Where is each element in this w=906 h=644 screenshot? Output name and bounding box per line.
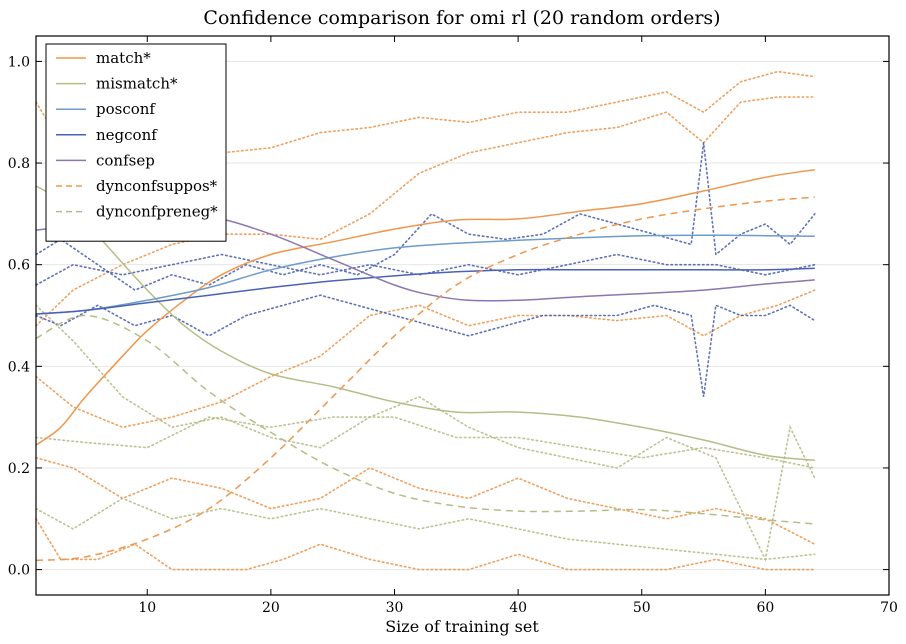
background-series-line xyxy=(35,416,816,469)
chart-title: Confidence comparison for omi rl (20 ran… xyxy=(203,7,720,29)
y-axis-ticks: 0.0 0.2 0.4 0.6 0.8 1.0 xyxy=(8,54,889,579)
legend: match* mismatch* posconf negconf confsep dync… xyxy=(45,43,227,242)
series-line-match xyxy=(35,168,815,446)
background-series-line xyxy=(35,142,816,292)
x-tick-label: 70 xyxy=(880,600,898,616)
background-series-line xyxy=(35,457,816,545)
series-line-dynconfpreneg xyxy=(35,314,815,525)
y-tick-label: 0.0 xyxy=(8,563,30,579)
legend-label: match* xyxy=(96,49,151,67)
y-tick-label: 0.6 xyxy=(8,258,30,274)
x-tick-label: 20 xyxy=(262,600,280,616)
series-line-posconf xyxy=(35,234,815,315)
legend-label: mismatch* xyxy=(96,75,178,93)
legend-label: posconf xyxy=(96,100,156,118)
series-line-negconf xyxy=(35,267,815,315)
series-line-mismatch xyxy=(35,185,815,462)
plot-frame xyxy=(35,35,890,596)
legend-label: dynconfsuppos* xyxy=(96,177,218,195)
legend-label: dynconfpreneg* xyxy=(96,203,218,221)
background-series-line xyxy=(35,497,816,561)
y-tick-label: 0.2 xyxy=(8,461,30,477)
y-tick-label: 1.0 xyxy=(8,54,30,70)
background-series-line xyxy=(35,294,816,397)
x-tick-label: 60 xyxy=(756,600,774,616)
legend-label: confsep xyxy=(96,151,155,169)
background-series-line xyxy=(35,304,816,562)
series-line-dynconfsuppos xyxy=(35,196,815,562)
legend-label: negconf xyxy=(96,126,158,144)
x-tick-label: 10 xyxy=(138,600,156,616)
y-tick-label: 0.8 xyxy=(8,156,30,172)
background-series-line xyxy=(35,96,816,327)
x-axis-ticks: 10 20 30 40 50 60 70 xyxy=(138,36,898,616)
background-series-line xyxy=(35,518,816,571)
x-tick-label: 40 xyxy=(509,600,527,616)
x-tick-label: 50 xyxy=(633,600,651,616)
legend-box xyxy=(45,43,227,242)
x-tick-label: 30 xyxy=(386,600,404,616)
x-axis-label: Size of training set xyxy=(385,617,539,636)
y-tick-label: 0.4 xyxy=(8,359,30,375)
background-series-line xyxy=(35,289,816,429)
